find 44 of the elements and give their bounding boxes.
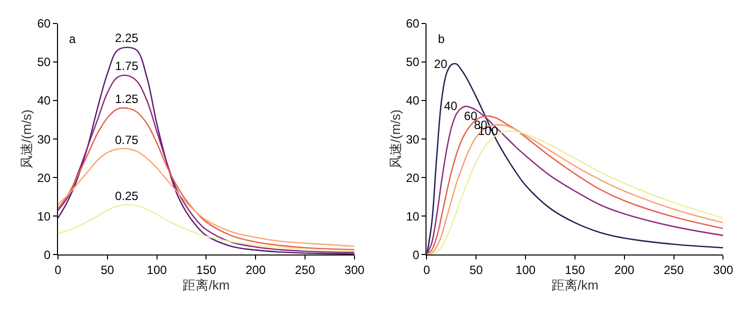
x-tick-label: 50 bbox=[100, 263, 114, 278]
y-axis-title: 风速/(m/s) bbox=[388, 109, 403, 169]
x-tick-label: 50 bbox=[469, 263, 484, 278]
series-label: 1.75 bbox=[115, 59, 139, 73]
x-tick-label: 100 bbox=[146, 263, 168, 278]
series-label: 2.25 bbox=[115, 31, 139, 45]
x-tick-label: 0 bbox=[423, 263, 430, 278]
y-axis-title: 风速/(m/s) bbox=[19, 109, 34, 169]
line-series bbox=[58, 107, 354, 250]
x-axis-title: 距离/km bbox=[551, 278, 598, 293]
line-series bbox=[58, 204, 354, 252]
x-tick-label: 0 bbox=[54, 263, 62, 278]
annotation: b bbox=[438, 32, 445, 46]
y-tick-label: 40 bbox=[37, 94, 51, 108]
series-label: 1.25 bbox=[115, 92, 139, 106]
y-tick-label: 50 bbox=[406, 55, 420, 70]
y-tick-label: 0 bbox=[44, 248, 51, 262]
line-series bbox=[58, 148, 354, 247]
y-tick-label: 50 bbox=[37, 55, 51, 70]
annotation: a bbox=[69, 32, 76, 46]
x-tick-label: 100 bbox=[516, 263, 536, 278]
y-tick-label: 20 bbox=[37, 170, 51, 185]
series-label: 0.25 bbox=[115, 189, 139, 203]
y-tick-label: 10 bbox=[406, 209, 420, 224]
y-tick-label: 0 bbox=[412, 248, 420, 262]
x-tick-label: 150 bbox=[564, 263, 586, 278]
x-tick-label: 150 bbox=[196, 263, 217, 278]
x-tick-label: 300 bbox=[344, 263, 365, 278]
x-tick-label: 250 bbox=[664, 263, 684, 278]
x-tick-label: 250 bbox=[295, 263, 316, 278]
y-tick-label: 30 bbox=[37, 132, 51, 146]
series-label: 20 bbox=[434, 57, 448, 71]
series-label: 0.75 bbox=[115, 133, 139, 147]
y-tick-label: 10 bbox=[37, 209, 51, 224]
x-tick-label: 200 bbox=[246, 263, 266, 278]
x-axis-title: 距离/km bbox=[182, 278, 230, 293]
y-tick-label: 60 bbox=[37, 16, 51, 31]
x-tick-label: 300 bbox=[713, 263, 734, 278]
x-tick-label: 200 bbox=[614, 263, 635, 278]
y-tick-label: 40 bbox=[406, 94, 420, 108]
y-tick-label: 30 bbox=[406, 132, 420, 146]
y-tick-label: 20 bbox=[406, 170, 420, 185]
y-tick-label: 60 bbox=[406, 16, 420, 31]
series-label: 40 bbox=[444, 99, 458, 113]
